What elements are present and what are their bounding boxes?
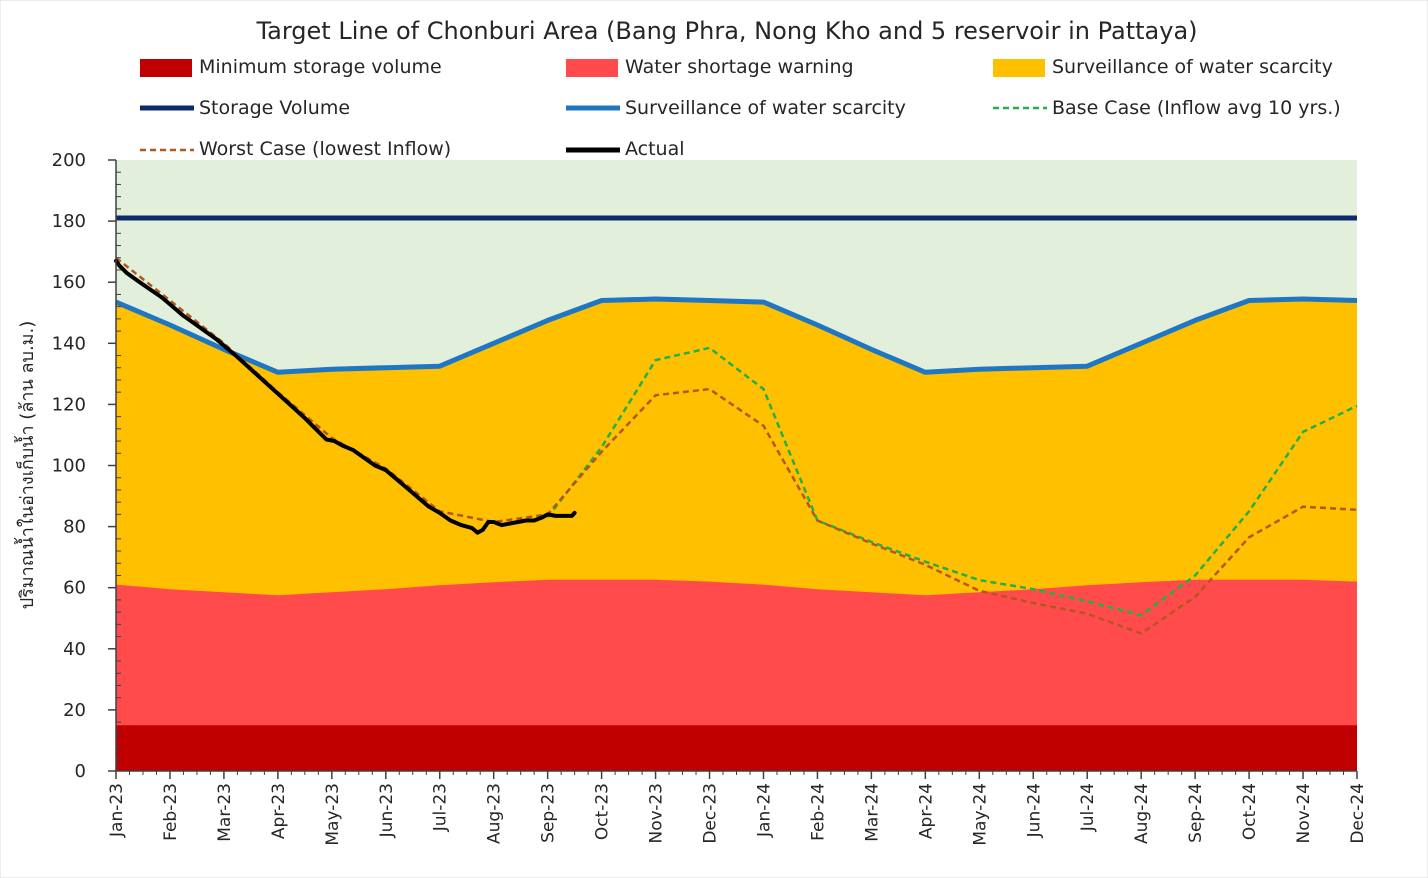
legend-swatch-shortage (566, 59, 618, 77)
axes: 0 20 40 60 80 100 120 140 160 180 200 Jan-23 Feb-23 M… (52, 150, 1368, 846)
series-line-actual (114, 258, 577, 535)
x-tick-label-Jun-23: Jun-23 (377, 783, 397, 838)
y-tick-label-60: 60 (63, 578, 86, 599)
x-tick-label-Mar-23: Mar-23 (215, 783, 235, 842)
y-tick-label-80: 80 (63, 517, 86, 538)
y-tick-label-160: 160 (52, 272, 86, 293)
y-tick-label-100: 100 (52, 456, 86, 477)
x-tick-label-Jan-24: Jan-24 (754, 783, 774, 838)
x-tick-label-Sep-23: Sep-23 (539, 783, 559, 843)
chart-title: Target Line of Chonburi Area (Bang Phra,… (255, 17, 1197, 45)
x-tick-label-Apr-24: Apr-24 (916, 783, 936, 839)
plot-area (114, 160, 1358, 771)
legend-label-actual: Actual (625, 138, 685, 160)
x-tick-label-Oct-23: Oct-23 (593, 783, 613, 840)
legend-label-base-case: Base Case (Inflow avg 10 yrs.) (1052, 97, 1341, 119)
y-tick-label-20: 20 (63, 700, 86, 721)
x-tick-label-May-23: May-23 (323, 783, 343, 846)
y-tick-label-40: 40 (63, 639, 86, 660)
x-tick-label-May-24: May-24 (970, 783, 990, 846)
legend-label-minimum: Minimum storage volume (199, 56, 442, 78)
series-line-base-case (546, 346, 1358, 617)
x-tick-label-Apr-23: Apr-23 (269, 783, 289, 839)
legend-label-worst-case: Worst Case (lowest Inflow) (199, 138, 451, 160)
x-tick-label-Jul-23: Jul-23 (431, 783, 451, 832)
y-tick-label-180: 180 (52, 211, 86, 232)
y-axis-label: ปริมาณน้ำในอ่างเก็บน้ำ (ล้าน ลบ.ม.) (14, 321, 38, 610)
x-tick-label-Nov-24: Nov-24 (1294, 783, 1314, 844)
series-line-surveillance (115, 296, 1358, 375)
x-tick-label-Nov-23: Nov-23 (647, 783, 667, 844)
area-minimum-storage-volume (116, 725, 1357, 771)
area-water-shortage-warning (116, 579, 1357, 771)
legend-label-shortage: Water shortage warning (625, 56, 854, 78)
legend-swatch-minimum (140, 59, 192, 77)
x-tick-label-Oct-24: Oct-24 (1240, 783, 1260, 840)
y-tick-label-120: 120 (52, 394, 86, 415)
legend: Minimum storage volume Water shortage wa… (140, 56, 1341, 160)
legend-label-storage: Storage Volume (199, 97, 350, 119)
x-tick-label-Dec-23: Dec-23 (701, 783, 721, 844)
y-tick-label-200: 200 (52, 150, 86, 171)
x-tick-label-Dec-24: Dec-24 (1348, 783, 1368, 844)
x-tick-label-Aug-23: Aug-23 (485, 783, 505, 844)
x-tick-label-Mar-24: Mar-24 (862, 783, 882, 842)
y-tick-label-140: 140 (52, 333, 86, 354)
x-tick-label-Feb-23: Feb-23 (161, 783, 181, 841)
x-tick-label-Jan-23: Jan-23 (107, 783, 127, 838)
legend-swatch-surveillance-area (993, 59, 1045, 77)
x-tick-label-Jun-24: Jun-24 (1024, 783, 1044, 838)
x-tick-label-Aug-24: Aug-24 (1132, 783, 1152, 844)
legend-label-surveillance-area: Surveillance of water scarcity (1052, 56, 1333, 78)
x-tick-label-Sep-24: Sep-24 (1186, 783, 1206, 843)
legend-label-surveillance-line: Surveillance of water scarcity (625, 97, 906, 119)
y-tick-label-0: 0 (75, 761, 86, 782)
x-tick-label-Feb-24: Feb-24 (808, 783, 828, 841)
x-tick-label-Jul-24: Jul-24 (1078, 783, 1098, 832)
